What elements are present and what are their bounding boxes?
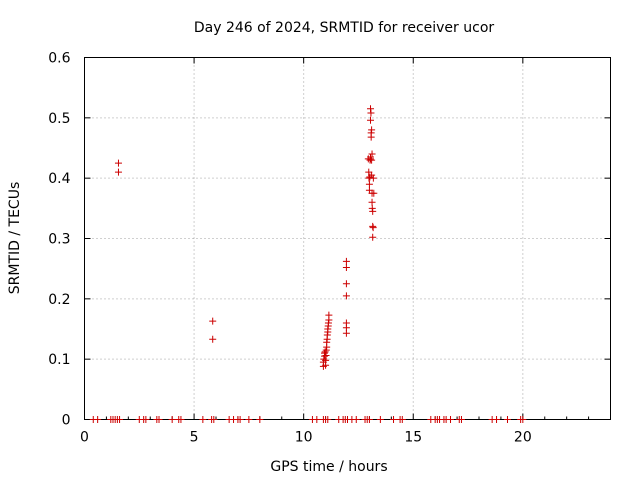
data-point: [369, 233, 377, 241]
x-tick-label: 10: [295, 430, 313, 446]
plot-border: [84, 57, 611, 420]
data-point: [116, 416, 124, 423]
data-point: [342, 329, 350, 337]
data-point: [199, 416, 207, 423]
y-tick-label: 0: [62, 413, 71, 429]
data-point: [370, 189, 378, 197]
data-point: [367, 133, 375, 141]
data-point: [398, 416, 406, 423]
data-point: [365, 168, 373, 176]
y-tick-label: 0.1: [48, 352, 70, 368]
y-axis-label: SRMTID / TECUs: [7, 182, 23, 295]
data-point: [236, 416, 244, 423]
data-point: [368, 150, 376, 158]
data-points: [89, 105, 527, 423]
data-point: [390, 416, 398, 423]
data-point: [168, 416, 176, 423]
data-point: [367, 116, 375, 124]
data-point: [369, 174, 377, 182]
data-point: [366, 173, 374, 181]
data-point: [325, 311, 333, 319]
data-point: [155, 416, 163, 423]
data-point: [342, 292, 350, 300]
data-point: [368, 126, 376, 134]
data-point: [209, 317, 217, 325]
data-point: [369, 224, 377, 232]
chart-title: Day 246 of 2024, SRMTID for receiver uco…: [194, 20, 495, 36]
x-tick-label: 20: [514, 430, 532, 446]
data-point: [256, 416, 264, 423]
data-point: [94, 416, 102, 423]
axis-ticks: 0 5 10 15 20 0 0.1 0.2 0.3 0.4 0.5 0.6: [48, 51, 611, 446]
data-point: [342, 263, 350, 271]
data-point: [447, 416, 455, 423]
y-tick-label: 0.3: [48, 232, 70, 248]
data-point: [365, 180, 373, 188]
data-point: [369, 207, 377, 215]
data-point: [321, 348, 329, 356]
y-tick-label: 0.2: [48, 292, 70, 308]
y-tick-label: 0.4: [48, 171, 70, 187]
data-point: [457, 416, 465, 423]
data-point: [142, 416, 150, 423]
x-axis-label: GPS time / hours: [270, 459, 387, 475]
grid-lines: [84, 57, 611, 420]
data-point: [114, 168, 122, 176]
data-point: [519, 416, 527, 423]
y-tick-label: 0.5: [48, 111, 70, 127]
data-point: [367, 153, 375, 161]
data-point: [177, 416, 185, 423]
data-point: [376, 416, 384, 423]
data-point: [210, 416, 218, 423]
data-point: [342, 257, 350, 265]
y-tick-label: 0.6: [48, 51, 70, 67]
data-point: [342, 280, 350, 288]
data-point: [503, 416, 511, 423]
x-tick-label: 15: [404, 430, 422, 446]
x-tick-label: 0: [80, 430, 89, 446]
data-point: [368, 198, 376, 206]
data-point: [493, 416, 501, 423]
data-point: [368, 156, 376, 164]
data-point: [245, 416, 253, 423]
data-point: [367, 109, 375, 117]
x-tick-label: 5: [190, 430, 199, 446]
data-point: [352, 416, 360, 423]
data-point: [365, 416, 373, 423]
data-point: [320, 355, 328, 363]
data-point: [313, 416, 321, 423]
data-point: [368, 171, 376, 179]
data-point: [209, 335, 217, 343]
data-point: [324, 416, 332, 423]
data-point: [114, 159, 122, 167]
